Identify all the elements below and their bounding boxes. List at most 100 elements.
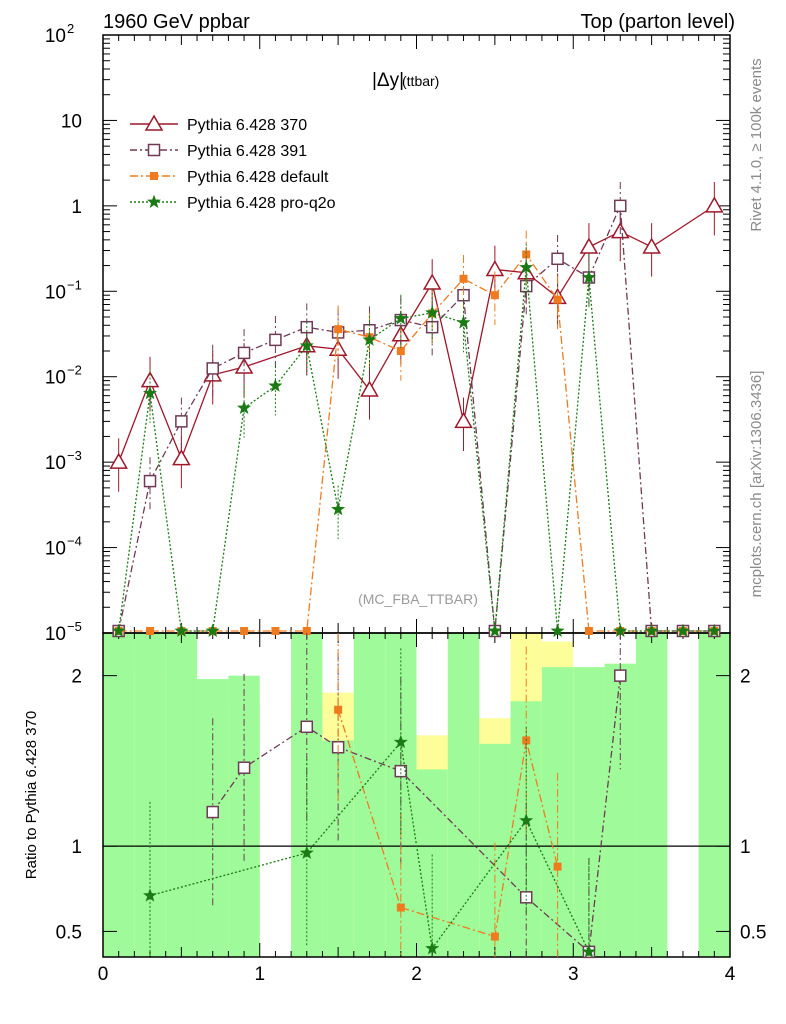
- data-point: [614, 199, 627, 213]
- band-green: [103, 633, 135, 957]
- band-green: [228, 675, 260, 957]
- ratio-line: [212, 675, 621, 954]
- ratio-point: [300, 720, 314, 734]
- data-point: [111, 623, 126, 638]
- legend-marker: [144, 114, 164, 131]
- legend-label: Pythia 6.428 pro-q2o: [187, 195, 336, 212]
- ratio-point: [581, 944, 596, 958]
- mcplots-label: mcplots.cern.ch [arXiv:1306.3436]: [748, 371, 765, 598]
- data-point: [237, 346, 251, 360]
- data-point: [268, 378, 283, 392]
- data-point: [522, 250, 531, 259]
- ratio-tick-label-left: 1: [71, 837, 82, 858]
- legend-label: Pythia 6.428 default: [187, 169, 329, 186]
- ratio-point: [393, 734, 408, 749]
- chart-title: |Δy|: [372, 70, 404, 91]
- data-point: [644, 623, 659, 638]
- data-point: [334, 325, 343, 334]
- legend-label: Pythia 6.428 391: [187, 143, 307, 160]
- x-tick-label: 3: [568, 964, 579, 985]
- data-point: [675, 623, 691, 638]
- ratio-point: [299, 845, 314, 859]
- data-point: [425, 305, 440, 319]
- ratio-point: [614, 669, 627, 682]
- legend-label: Pythia 6.428 370: [187, 117, 307, 134]
- y-tick-exponent: −5: [67, 619, 82, 634]
- data-point: [551, 252, 564, 266]
- band-green: [698, 633, 730, 957]
- ratio-tick-label-right: 1: [740, 837, 751, 858]
- y-tick-exponent: −4: [67, 534, 82, 549]
- band-green: [385, 633, 417, 957]
- data-point: [705, 196, 724, 213]
- analysis-watermark: (MC_FBA_TTBAR): [358, 591, 478, 607]
- y-tick-label: 10: [45, 368, 66, 389]
- series-2: [114, 230, 719, 635]
- legend: Pythia 6.428 370 Pythia 6.428 391 Pythia 6…: [130, 114, 336, 212]
- data-point: [707, 623, 722, 638]
- x-tick-label: 4: [725, 964, 736, 985]
- rivet-label: Rivet 4.1.0, ≥ 100k events: [748, 58, 765, 231]
- data-point: [360, 380, 379, 397]
- series-line: [118, 253, 715, 632]
- data-point: [175, 415, 188, 428]
- ratio-point: [490, 932, 499, 941]
- data-point: [454, 411, 473, 429]
- ratio-point: [237, 761, 251, 774]
- series-line: [118, 205, 715, 632]
- series-line: [118, 267, 715, 632]
- ratio-axis-label: Ratio to Pythia 6.428 370: [23, 711, 40, 879]
- x-tick-label: 0: [98, 964, 109, 985]
- data-point: [172, 449, 191, 466]
- data-point: [146, 627, 155, 635]
- series-0: [109, 182, 724, 492]
- band-green: [604, 663, 636, 957]
- series-3: [111, 243, 722, 638]
- data-point: [109, 452, 128, 469]
- series-line: [118, 205, 715, 463]
- legend-marker: [147, 143, 161, 157]
- data-point: [584, 627, 593, 635]
- band-green: [353, 633, 386, 957]
- data-point: [422, 273, 442, 290]
- y-tick-exponent: −3: [67, 448, 82, 463]
- data-point: [362, 332, 377, 346]
- data-point: [206, 362, 219, 375]
- y-tick-exponent: −2: [67, 363, 82, 378]
- data-point: [240, 627, 249, 635]
- chart-title-sub: (ttbar): [402, 73, 439, 89]
- y-tick-label: 10: [45, 453, 66, 474]
- data-point: [490, 291, 499, 300]
- data-point: [579, 237, 599, 254]
- ratio-point: [334, 705, 343, 714]
- data-point: [302, 627, 311, 635]
- ratio-point: [425, 941, 440, 955]
- data-point: [519, 260, 534, 274]
- ratio-tick-label-right: 2: [740, 667, 751, 688]
- y-tick-exponent: −1: [67, 277, 82, 292]
- ratio-point: [553, 862, 562, 871]
- data-point: [205, 623, 220, 638]
- legend-marker: [146, 194, 162, 209]
- ratio-point: [519, 813, 534, 827]
- y-tick-label: 10: [61, 111, 82, 132]
- data-point: [299, 338, 314, 352]
- band-green: [635, 633, 668, 957]
- series-group: [109, 182, 724, 959]
- uncertainty-bands: [103, 633, 730, 957]
- band-green: [447, 633, 480, 957]
- data-point: [331, 502, 346, 516]
- x-tick-label: 1: [254, 964, 265, 985]
- data-point: [553, 295, 562, 304]
- ratio-point: [206, 805, 219, 819]
- y-tick-label: 10: [45, 539, 66, 560]
- data-point: [459, 274, 468, 283]
- ratio-series-2: [142, 648, 596, 958]
- header-right: Top (parton level): [580, 11, 735, 33]
- data-point: [143, 474, 157, 488]
- band-green: [134, 633, 166, 957]
- data-point: [174, 623, 189, 638]
- data-point: [487, 623, 502, 638]
- data-point: [581, 270, 596, 284]
- series-1: [112, 182, 721, 638]
